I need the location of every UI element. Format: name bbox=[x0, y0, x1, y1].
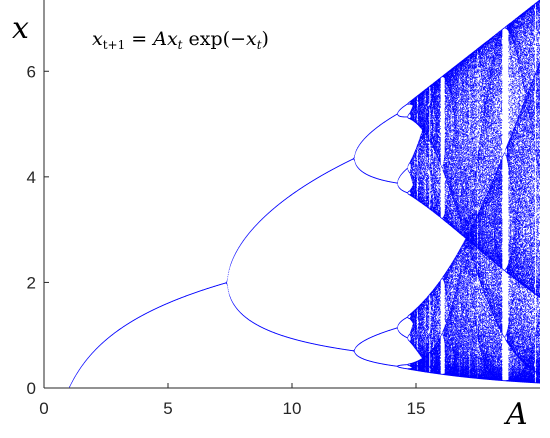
equation-annotation: xt+1 = Axt exp(−xt) bbox=[92, 28, 269, 52]
bifurcation-scatter bbox=[44, 0, 541, 388]
x-tick-label-1: 5 bbox=[163, 399, 172, 418]
x-tick-label-0: 0 bbox=[39, 399, 48, 418]
y-tick-label-0: 0 bbox=[27, 379, 36, 398]
eq-equals: = bbox=[125, 28, 153, 50]
x-tick-label-3: 15 bbox=[407, 399, 426, 418]
eq-coef: Ax bbox=[151, 28, 178, 50]
y-tick-label-1: 2 bbox=[27, 273, 36, 292]
eq-close: ) bbox=[262, 28, 269, 50]
eq-base-sub: t+1 bbox=[103, 38, 126, 52]
eq-base: x bbox=[92, 28, 103, 50]
x-tick-label-2: 10 bbox=[283, 399, 302, 418]
eq-neg: −x bbox=[230, 28, 257, 50]
x-axis-label: A bbox=[503, 397, 528, 432]
bifurcation-points bbox=[44, 0, 541, 388]
y-tick-label-2: 4 bbox=[27, 168, 36, 187]
y-tick-label-3: 6 bbox=[27, 62, 36, 81]
y-axis-ticks: 0 2 4 6 bbox=[27, 62, 49, 398]
y-axis-label: x bbox=[12, 11, 29, 46]
eq-func: exp( bbox=[183, 28, 231, 50]
